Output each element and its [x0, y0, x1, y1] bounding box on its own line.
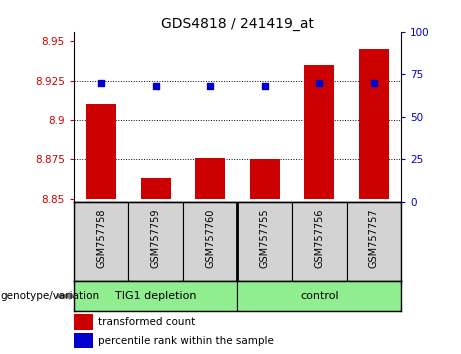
Bar [74, 314, 94, 330]
Text: GSM757757: GSM757757 [369, 208, 379, 268]
Bar [128, 202, 183, 281]
Text: percentile rank within the sample: percentile rank within the sample [98, 336, 274, 346]
Text: TIG1 depletion: TIG1 depletion [115, 291, 196, 301]
Text: GSM757755: GSM757755 [260, 208, 270, 268]
Bar [304, 65, 334, 199]
Point [315, 80, 323, 86]
Title: GDS4818 / 241419_at: GDS4818 / 241419_at [161, 17, 314, 31]
Point [207, 84, 214, 89]
Text: GSM757758: GSM757758 [96, 208, 106, 268]
Text: GSM757756: GSM757756 [314, 208, 324, 268]
Bar [86, 104, 116, 199]
Text: GSM757759: GSM757759 [151, 208, 160, 268]
Text: genotype/variation: genotype/variation [0, 291, 99, 301]
Bar [141, 178, 171, 199]
Bar [347, 202, 401, 281]
Text: GSM757760: GSM757760 [205, 208, 215, 268]
Bar [74, 202, 128, 281]
Bar [237, 202, 292, 281]
Point [152, 84, 160, 89]
Bar [237, 281, 401, 311]
Point [370, 80, 378, 86]
Text: transformed count: transformed count [98, 317, 195, 327]
Bar [359, 49, 389, 199]
Bar [74, 332, 94, 348]
Bar [74, 281, 237, 311]
Point [261, 84, 268, 89]
Text: control: control [300, 291, 338, 301]
Bar [195, 158, 225, 199]
Bar [292, 202, 347, 281]
Bar [250, 159, 280, 199]
Point [97, 80, 105, 86]
Bar [183, 202, 237, 281]
